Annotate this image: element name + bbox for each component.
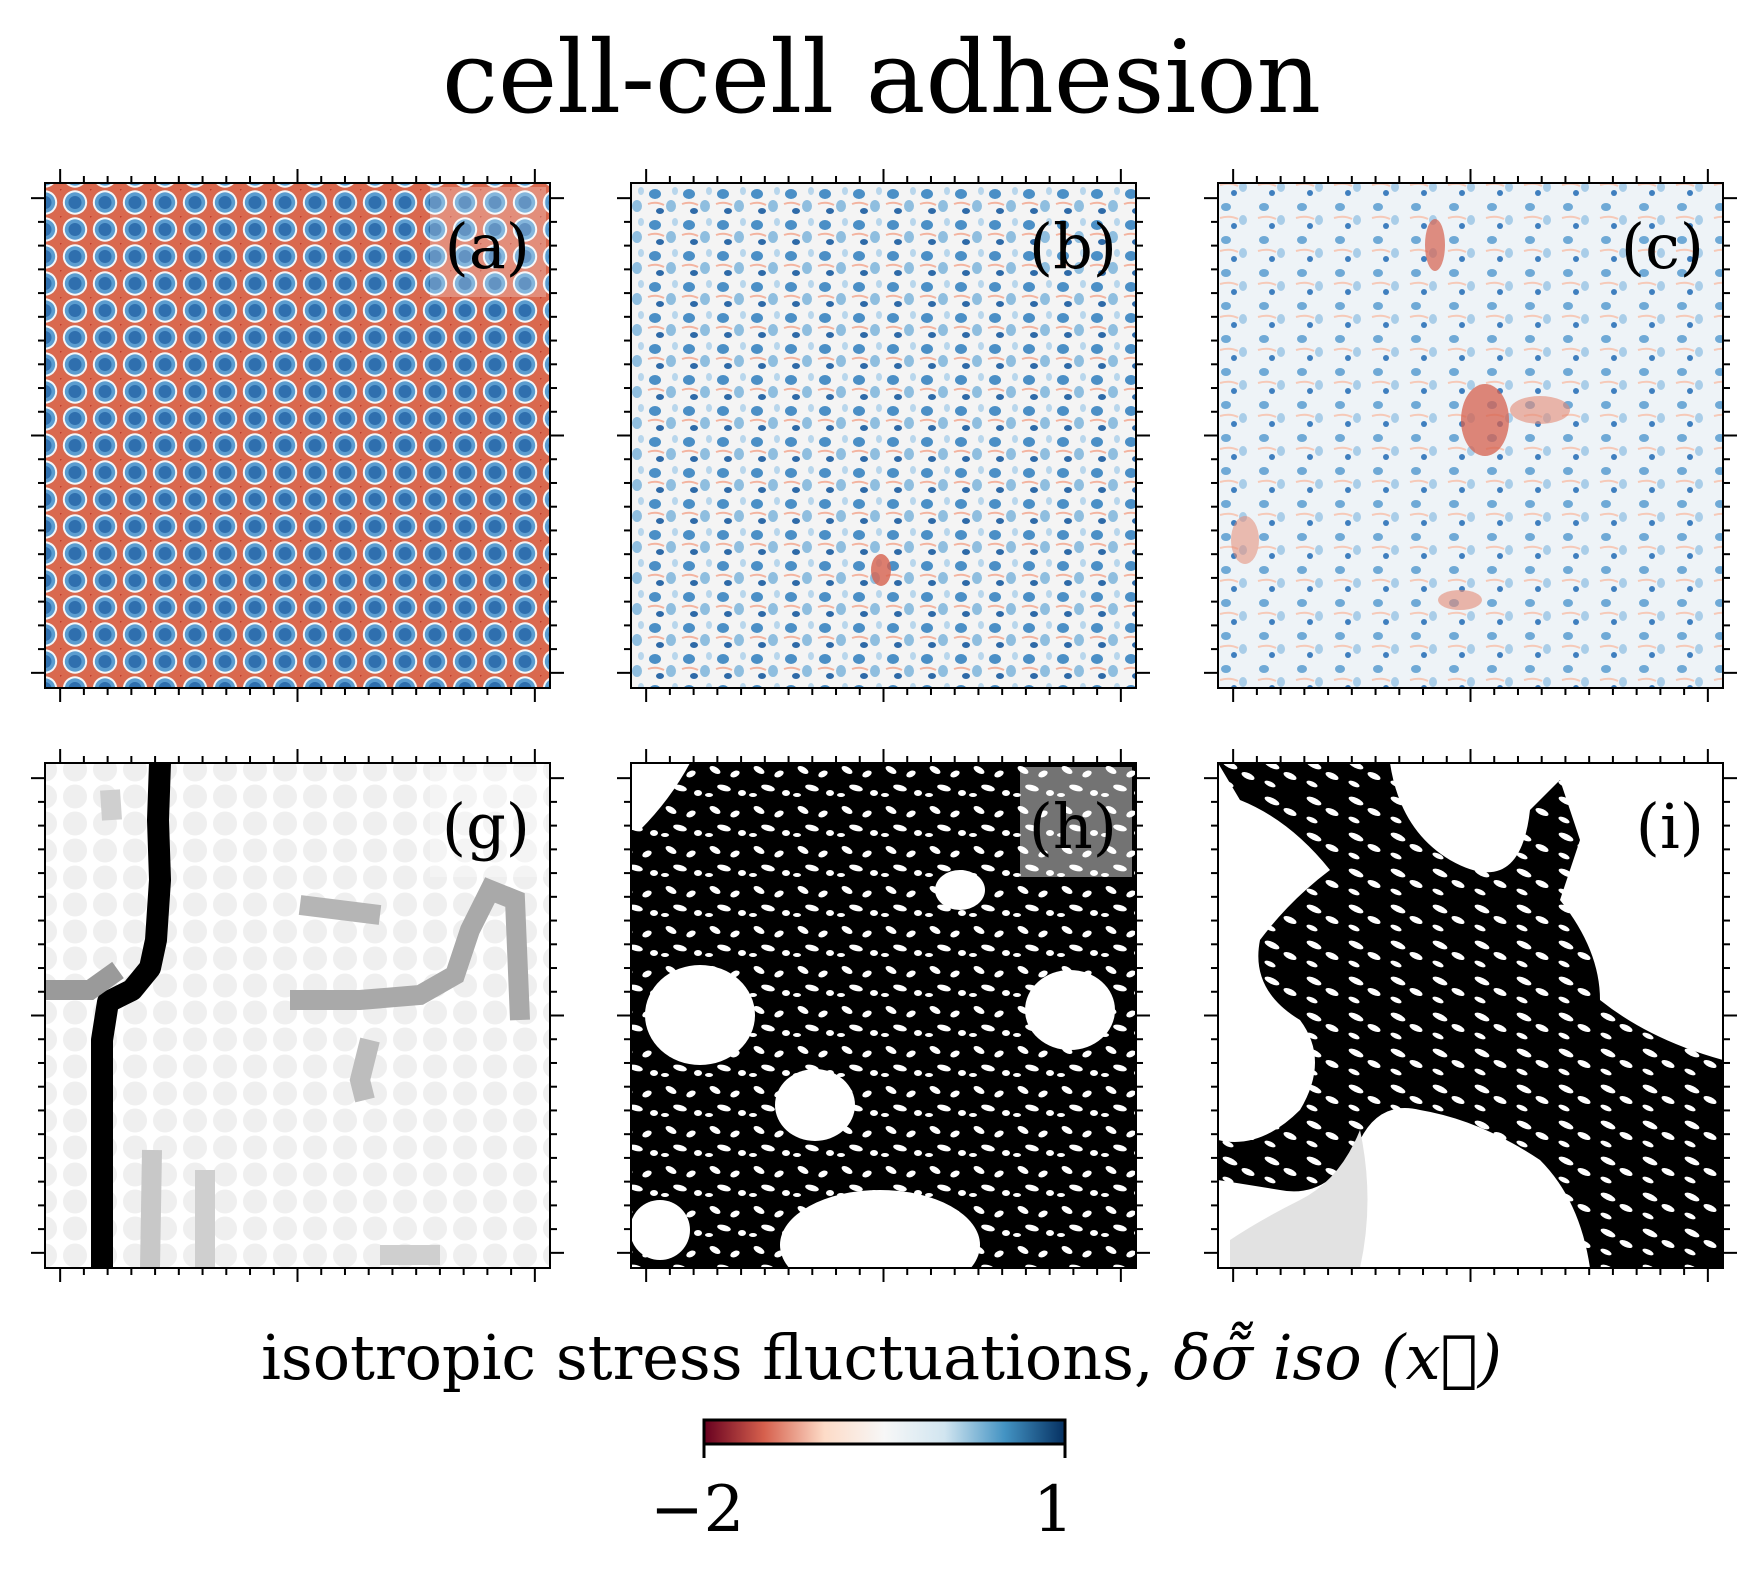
panel-h-void-3 (780, 1190, 980, 1300)
panel-c-hotspot-3 (1425, 219, 1445, 271)
panel-i-cluster (1218, 763, 1723, 1268)
panel-g-label: (g) (442, 790, 530, 863)
panel-i: (i) (1217, 762, 1724, 1269)
panel-c-label: (c) (1621, 210, 1704, 283)
panel-c-hotspot-4 (1438, 590, 1482, 610)
colorbar-label-text: isotropic stress fluctuations, (261, 1321, 1154, 1394)
panel-g-grey-chain-5 (140, 1149, 162, 1269)
panel-c-hotspot-5 (1231, 516, 1259, 564)
panel-h-label-box (1020, 767, 1132, 877)
panel-c-hotspot-1 (1461, 384, 1509, 456)
panel-b-label: (b) (1029, 210, 1117, 283)
colorbar-label-math: δσ̃̃ iso (x⃗) (1173, 1321, 1502, 1394)
panel-h-void-6 (630, 1200, 690, 1260)
panel-h-void-1 (631, 763, 690, 830)
panel-c-hotspot-2 (1510, 396, 1570, 424)
panel-g: (g) (44, 762, 551, 1269)
panel-g-grey-chain-7 (100, 789, 122, 821)
panel-a: (a) (44, 182, 551, 689)
panel-a-label: (a) (445, 210, 530, 283)
panel-h-void-7 (935, 870, 985, 910)
panel-c: (c) (1217, 182, 1724, 689)
panel-h: (h) (630, 762, 1137, 1300)
panel-b-heatmap (631, 183, 1136, 688)
panel-b-hotspot (871, 554, 891, 586)
panel-h-void-2 (645, 965, 755, 1065)
panel-g-grey-chain-2 (290, 877, 530, 1021)
panel-h-void-4 (775, 1069, 855, 1141)
panel-g-black-chain (91, 762, 171, 1268)
panel-h-label: (h) (1029, 790, 1117, 863)
panel-i-label: (i) (1636, 790, 1704, 863)
panel-a-label-box (430, 187, 546, 297)
panel-h-void-5 (1025, 970, 1115, 1050)
panel-b: (b) (630, 182, 1137, 689)
axis-ticks (31, 169, 1737, 1282)
colorbar (702, 1418, 1067, 1446)
colorbar-max-label: 1 (1033, 1473, 1074, 1547)
panel-g-grey-chain-3 (298, 895, 382, 925)
panel-i-grey-region (1230, 1130, 1368, 1268)
panel-a-heatmap (45, 183, 550, 688)
panel-g-grey-chain-1 (45, 961, 124, 1000)
colorbar-label: isotropic stress fluctuations, δσ̃̃ iso … (0, 1318, 1763, 1398)
panel-g-heatmap (45, 763, 550, 1268)
colorbar-min-label: −2 (650, 1473, 745, 1547)
panel-g-grey-chain-4 (349, 1037, 380, 1103)
figure-title: cell-cell adhesion (441, 19, 1321, 136)
panel-g-label-box (430, 767, 546, 877)
